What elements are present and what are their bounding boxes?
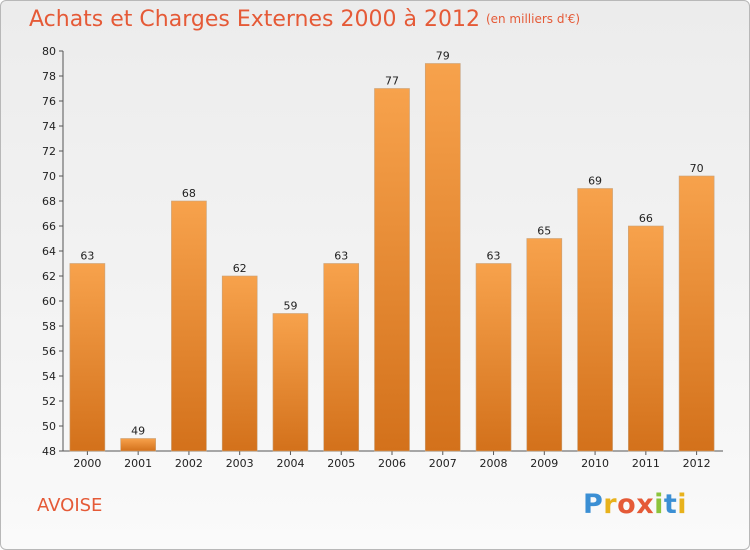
x-tick-label: 2000 xyxy=(73,457,101,470)
bar-2000 xyxy=(69,263,106,452)
x-tick-label: 2005 xyxy=(327,457,355,470)
y-tick-label: 66 xyxy=(42,220,56,233)
y-tick-label: 56 xyxy=(42,345,56,358)
y-tick-label: 64 xyxy=(42,245,56,258)
bar-2001 xyxy=(120,438,156,452)
value-label: 77 xyxy=(385,75,399,88)
value-label: 66 xyxy=(639,212,653,225)
logo-letter: o xyxy=(617,489,637,520)
y-tick-label: 72 xyxy=(42,145,56,158)
bar-2006 xyxy=(374,88,410,452)
bar-layer xyxy=(69,63,715,452)
logo-letter: r xyxy=(603,489,618,520)
logo-letter: t xyxy=(663,489,678,520)
y-tick-label: 76 xyxy=(42,95,56,108)
y-tick-label: 68 xyxy=(42,195,56,208)
y-tick-label: 70 xyxy=(42,170,56,183)
bar-2010 xyxy=(577,188,613,452)
bar-2008 xyxy=(475,263,512,452)
y-tick-label: 78 xyxy=(42,70,56,83)
y-tick-label: 74 xyxy=(42,120,56,133)
x-tick-label: 2011 xyxy=(632,457,660,470)
x-tick-label: 2010 xyxy=(581,457,609,470)
x-tick-label: 2006 xyxy=(378,457,406,470)
y-tick-label: 50 xyxy=(42,420,56,433)
bar-2002 xyxy=(171,200,207,452)
bar-2011 xyxy=(628,225,664,452)
y-tick-label: 48 xyxy=(42,445,56,458)
value-label: 79 xyxy=(436,50,450,63)
x-tick-label: 2004 xyxy=(276,457,304,470)
value-label: 49 xyxy=(131,425,145,438)
axis-layer: 48 50 52 54 56 58 60 62 64 66 68 70 72 74 76 78 80 2000 20… xyxy=(42,45,723,470)
title-text: Achats et Charges Externes 2000 à 2012 xyxy=(29,7,480,32)
y-tick-label: 60 xyxy=(42,295,56,308)
y-tick-label: 52 xyxy=(42,395,56,408)
value-label: 70 xyxy=(690,162,704,175)
logo-letter: i xyxy=(677,489,688,520)
chart-subtitle: (en milliers d'€) xyxy=(485,12,581,26)
x-tick-label: 2002 xyxy=(175,457,203,470)
bar-2012 xyxy=(678,175,715,452)
x-tick-label: 2012 xyxy=(683,457,711,470)
value-label: 63 xyxy=(487,250,501,263)
commune-name: AVOISE xyxy=(37,495,103,516)
value-label: 65 xyxy=(537,225,551,238)
value-label: 59 xyxy=(283,300,297,313)
logo-letter: x xyxy=(636,489,655,520)
x-tick-label: 2007 xyxy=(429,457,457,470)
value-label: 63 xyxy=(80,250,94,263)
x-tick-label: 2003 xyxy=(226,457,254,470)
y-tick-label: 54 xyxy=(42,370,56,383)
bar-2003 xyxy=(221,275,258,452)
y-tick-label: 58 xyxy=(42,320,56,333)
bar-2007 xyxy=(424,63,461,452)
logo-letter: i xyxy=(654,489,664,520)
x-tick-label: 2008 xyxy=(480,457,508,470)
x-tick-label: 2009 xyxy=(530,457,558,470)
value-label: 63 xyxy=(334,250,348,263)
y-tick-label: 62 xyxy=(42,270,56,283)
value-label: 69 xyxy=(588,175,602,188)
logo-letter: P xyxy=(583,489,604,520)
label-layer: 63 49 68 62 59 63 77 79 63 65 69 66 70 xyxy=(80,50,703,438)
bar-2004 xyxy=(272,313,309,452)
proxiti-logo: Proxiti xyxy=(583,489,687,520)
bar-2005 xyxy=(323,263,360,452)
value-label: 62 xyxy=(233,262,247,275)
bar-2009 xyxy=(526,238,563,452)
y-tick-label: 80 xyxy=(42,45,56,58)
chart-title: Achats et Charges Externes 2000 à 2012 (e… xyxy=(29,7,580,32)
value-label: 68 xyxy=(182,187,196,200)
x-tick-label: 2001 xyxy=(124,457,152,470)
